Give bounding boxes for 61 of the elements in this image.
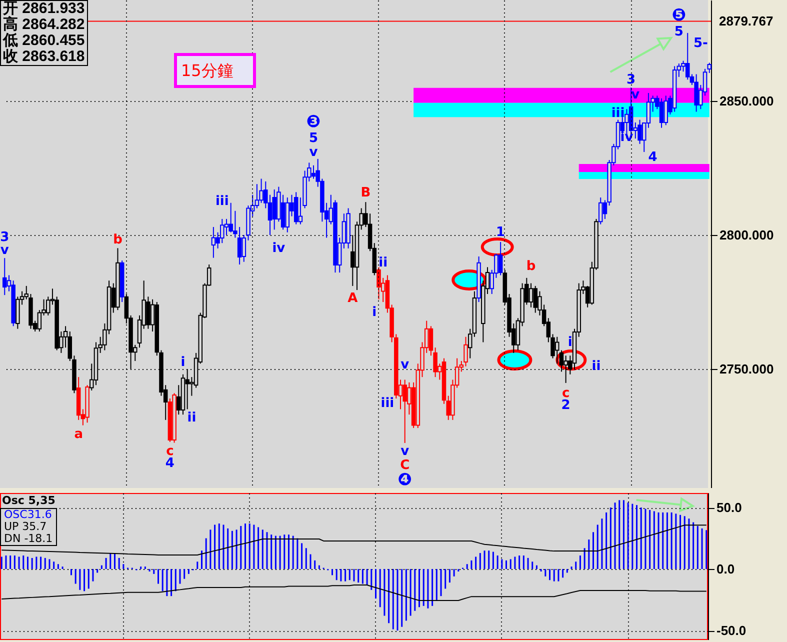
annotation: 4 xyxy=(165,456,174,472)
annotation: iv xyxy=(272,241,286,256)
annotation: 3 xyxy=(0,230,10,246)
y-tick-label: -50.0 xyxy=(716,623,746,638)
candlestick xyxy=(498,241,503,276)
annotation: i xyxy=(568,335,572,350)
annotation: iii xyxy=(215,194,229,209)
y-tick-label: 2800.000 xyxy=(720,228,774,243)
y-tick-label: 50.0 xyxy=(716,500,742,516)
annotation: v xyxy=(0,243,10,258)
annotation: ❺ xyxy=(672,5,686,26)
annotation: 3 xyxy=(626,72,636,88)
annotation: v xyxy=(631,87,640,102)
annotation: 低 2860.455 xyxy=(3,32,85,49)
annotation: 开 2861.933 xyxy=(3,0,85,17)
candlestick xyxy=(37,310,42,332)
candlestick xyxy=(685,32,690,80)
y-tick-label: 0.0 xyxy=(716,562,735,577)
annotation: 收 2863.618 xyxy=(3,48,85,65)
candlestick xyxy=(528,282,534,308)
annotation: OSC31.6 xyxy=(4,508,53,521)
annotation: i xyxy=(372,304,377,320)
annotation: ii xyxy=(592,358,601,374)
annotation: 高 2864.282 xyxy=(3,16,85,33)
candlestick xyxy=(638,119,642,144)
candlestick xyxy=(659,98,664,128)
annotation: 15分鐘 xyxy=(174,53,256,88)
annotation: i xyxy=(180,355,186,370)
annotation: iii xyxy=(380,396,394,412)
candlestick xyxy=(468,328,472,359)
annotation: 5 xyxy=(308,131,318,146)
annotation: ii xyxy=(378,256,388,271)
candlestick xyxy=(211,226,216,258)
annotation: 5- xyxy=(693,36,708,52)
candlestick xyxy=(254,184,260,209)
chart-title: Osc 5,35 xyxy=(2,494,56,507)
annotation: ii xyxy=(187,410,196,426)
annotation: ❸ xyxy=(306,112,321,132)
candlestick xyxy=(2,258,7,296)
annotation: 2 xyxy=(561,398,570,413)
annotation: 1 xyxy=(496,225,506,240)
annotation: 4 xyxy=(648,150,658,166)
candlestick xyxy=(554,336,560,364)
annotation: b xyxy=(526,259,536,274)
annotation: DN -18.1 xyxy=(4,532,53,545)
candlestick xyxy=(311,164,316,180)
annotation: v xyxy=(400,444,410,460)
annotation: v xyxy=(309,144,318,160)
annotation: b xyxy=(113,232,122,248)
y-tick-label: 2850.000 xyxy=(720,94,774,109)
candlestick xyxy=(224,218,229,236)
annotation: v xyxy=(400,358,410,373)
y-tick-label: 2750.000 xyxy=(720,362,774,377)
annotation: a xyxy=(74,427,83,442)
annotation: UP 35.7 xyxy=(4,520,48,533)
annotation: B xyxy=(360,185,371,200)
candlestick xyxy=(237,226,242,265)
ref-line-label: 2879.767 xyxy=(719,13,774,28)
annotation: 5 xyxy=(674,24,684,40)
annotation: A xyxy=(348,291,358,306)
annotation: iii xyxy=(611,106,625,122)
